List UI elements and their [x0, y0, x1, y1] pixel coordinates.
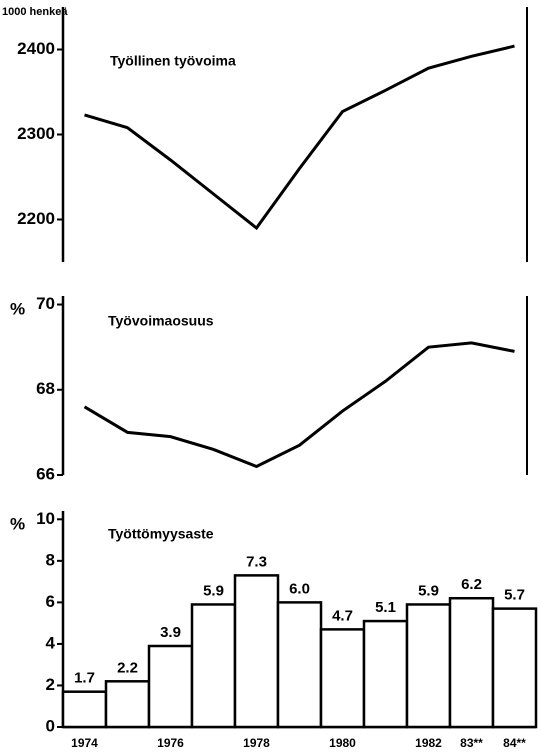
bar [362, 619, 409, 729]
x-tick-label: 83** [460, 736, 483, 750]
y-tick-label: 0 [46, 716, 55, 735]
axis-label: % [10, 514, 25, 533]
value-label: 6.2 [461, 576, 482, 593]
value-label: 5.9 [418, 582, 439, 599]
value-label: 1.7 [74, 670, 95, 687]
y-tick-label: 2400 [17, 39, 55, 58]
value-label: 4.7 [332, 607, 353, 624]
y-tick-label: 4 [46, 633, 56, 652]
bar [147, 644, 194, 729]
value-label: 5.1 [375, 599, 396, 616]
panel-title: Työvoimaosuus [108, 313, 214, 329]
value-label: 5.7 [504, 587, 525, 604]
y-tick-label: 66 [36, 464, 55, 483]
y-tick-label: 10 [36, 509, 55, 528]
y-tick-label: 2 [46, 675, 55, 694]
x-tick-label: 1976 [157, 736, 184, 750]
x-tick-label: 1982 [415, 736, 442, 750]
y-tick-label: 2300 [17, 124, 55, 143]
bar [61, 690, 108, 729]
y-tick-label: 68 [36, 379, 55, 398]
line [84, 44, 515, 231]
y-tick-label: 6 [46, 592, 55, 611]
y-tick-label: 2200 [17, 209, 55, 228]
value-label: 6.0 [289, 580, 310, 597]
axis-label: 1000 henkeä [2, 6, 68, 18]
bar [491, 607, 538, 729]
x-tick-label: 84** [503, 736, 526, 750]
y-tick-label: 8 [46, 550, 55, 569]
value-label: 3.9 [160, 624, 181, 641]
x-tick-label: 1978 [243, 736, 270, 750]
panel-title: Työllinen työvoima [110, 53, 236, 69]
bar [190, 603, 237, 729]
panel-title: Työttömyysaste [108, 526, 214, 542]
bar [405, 603, 452, 729]
value-label: 2.2 [117, 659, 138, 676]
x-tick-label: 1980 [329, 736, 356, 750]
bar [448, 596, 495, 729]
x-tick-label: 1974 [71, 736, 98, 750]
axis-label: % [10, 299, 25, 318]
bar [276, 601, 323, 729]
y-tick-label: 70 [36, 294, 55, 313]
bar [233, 574, 280, 729]
line [83, 341, 515, 469]
bar [104, 680, 151, 729]
value-label: 7.3 [246, 553, 267, 570]
bar [319, 628, 366, 729]
value-label: 5.9 [203, 582, 224, 599]
